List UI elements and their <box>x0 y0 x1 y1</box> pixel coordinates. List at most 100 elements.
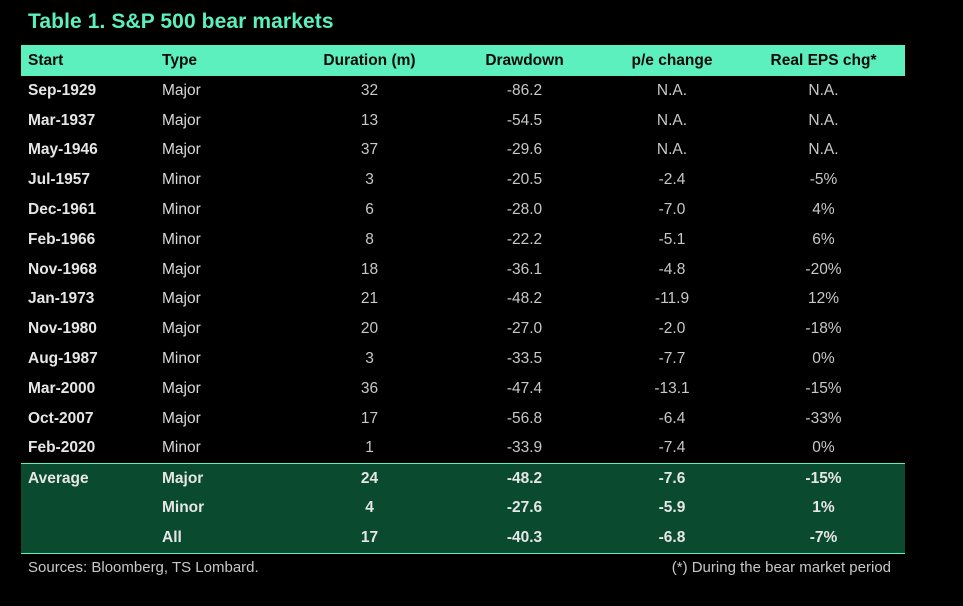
table-cell: 1 <box>365 439 374 457</box>
table-cell: -7.7 <box>658 350 686 368</box>
table-cell: -7.0 <box>658 201 686 219</box>
summary-cell: -7.6 <box>602 462 742 494</box>
summary-cell: Minor <box>162 499 205 517</box>
table-cell: Mar-2000 <box>28 379 96 397</box>
table-cell: -7.4 <box>658 439 686 457</box>
table-cell: -86.2 <box>506 81 543 99</box>
table-cell: 3 <box>365 171 374 189</box>
table-cell: Nov-1980 <box>28 320 97 338</box>
table-cell: Major <box>162 260 201 278</box>
table-cell: 3 <box>365 350 374 368</box>
table-row: Nov-1968 Major 18 -36.1 -4.8 -20% <box>21 255 905 285</box>
table-cell: 0% <box>812 439 835 457</box>
table-row: Oct-2007 Major 17 -56.8 -6.4 -33% <box>21 404 905 434</box>
table-cell: -29.6 <box>506 141 543 159</box>
summary-cell <box>21 493 162 523</box>
summary-cell <box>21 523 162 554</box>
summary-cell: 4 <box>365 499 374 517</box>
table-cell: -33.9 <box>506 439 543 457</box>
table-cell: Feb-1966 <box>28 230 96 248</box>
table-cell: -2.4 <box>658 171 686 189</box>
table-cell: 17 <box>360 409 379 427</box>
table-cell: N.A. <box>808 111 839 129</box>
table-cell: -56.8 <box>506 409 543 427</box>
table-cell: 36 <box>360 379 379 397</box>
table-cell: Feb-2020 <box>28 439 96 457</box>
table-cell: -15% <box>805 379 842 397</box>
table-cell: -18% <box>805 320 842 338</box>
table-cell: 4% <box>812 201 835 219</box>
summary-cell: -27.6 <box>506 499 543 517</box>
table-row: Aug-1987 Minor 3 -33.5 -7.7 0% <box>21 344 905 374</box>
column-header: Duration (m) <box>323 51 416 69</box>
table-cell: Minor <box>162 230 201 248</box>
table-cell: Aug-1987 <box>28 350 98 368</box>
table-cell: Jan-1973 <box>28 290 95 308</box>
table-cell: 13 <box>360 111 379 129</box>
table-cell: Minor <box>162 201 201 219</box>
summary-cell: -48.2 <box>447 462 602 494</box>
column-header: Drawdown <box>485 51 564 69</box>
column-header: Start <box>28 51 64 69</box>
table-cell: Nov-1968 <box>28 260 97 278</box>
table-cell: -20% <box>805 260 842 278</box>
table-cell: -5% <box>809 171 838 189</box>
table-cell: 6 <box>365 201 374 219</box>
table-cell: -28.0 <box>506 201 543 219</box>
column-header: Type <box>162 51 198 69</box>
table-cell: 8 <box>365 230 374 248</box>
table-cell: -11.9 <box>654 290 690 308</box>
summary-cell: -5.9 <box>658 499 686 517</box>
table-header-row: Start Type Duration (m) Drawdown p/e change R… <box>21 45 905 76</box>
table-cell: -54.5 <box>506 111 543 129</box>
column-header: Real EPS chg* <box>770 51 877 69</box>
table-row: Sep-1929 Major 32 -86.2 N.A. N.A. <box>21 76 905 106</box>
table-cell: Major <box>162 379 201 397</box>
table-summary: Average Major 24 -48.2 -7.6 -15% Minor 4 -27.6 -5… <box>21 462 905 554</box>
table-cell: 6% <box>812 230 835 248</box>
table-cell: Jul-1957 <box>28 171 91 189</box>
table-cell: 12% <box>807 290 840 308</box>
table-cell: -13.1 <box>654 379 690 397</box>
table-row: Feb-2020 Minor 1 -33.9 -7.4 0% <box>21 434 905 464</box>
table-cell: -47.4 <box>506 379 543 397</box>
summary-cell: 17 <box>292 523 447 554</box>
table-cell: Minor <box>162 439 201 457</box>
table-cell: Sep-1929 <box>28 81 97 99</box>
table-cell: Mar-1937 <box>28 111 96 129</box>
table-cell: N.A. <box>808 81 839 99</box>
summary-cell: All <box>162 523 292 554</box>
table-cell: -27.0 <box>506 320 543 338</box>
summary-cell: -7% <box>742 523 905 554</box>
table-cell: Dec-1961 <box>28 201 97 219</box>
table-cell: Major <box>162 290 201 308</box>
table-cell: 21 <box>360 290 379 308</box>
summary-cell: 1% <box>812 499 835 517</box>
table-cell: N.A. <box>808 141 839 159</box>
table-cell: -33.5 <box>506 350 543 368</box>
table-row: Jan-1973 Major 21 -48.2 -11.9 12% <box>21 285 905 315</box>
table-cell: 18 <box>360 260 379 278</box>
table-row: Feb-1966 Minor 8 -22.2 -5.1 6% <box>21 225 905 255</box>
table-cell: Oct-2007 <box>28 409 94 427</box>
summary-cell: -15% <box>742 462 905 494</box>
table-cell: Major <box>162 320 201 338</box>
table-cell: -33% <box>805 409 842 427</box>
table-body: Sep-1929 Major 32 -86.2 N.A. N.A. Mar-1937 Majo… <box>21 76 905 463</box>
table-row: Mar-1937 Major 13 -54.5 N.A. N.A. <box>21 106 905 136</box>
summary-cell: Major <box>162 462 292 494</box>
footnote: (*) During the bear market period <box>671 559 891 576</box>
table-cell: -48.2 <box>506 290 543 308</box>
table-cell: Major <box>162 141 201 159</box>
table-cell: -22.2 <box>506 230 543 248</box>
summary-cell: -6.8 <box>602 523 742 554</box>
table-cell: Major <box>162 409 201 427</box>
table-cell: -36.1 <box>506 260 543 278</box>
summary-cell: -40.3 <box>447 523 602 554</box>
table-cell: N.A. <box>656 111 688 129</box>
table-row: May-1946 Major 37 -29.6 N.A. N.A. <box>21 136 905 166</box>
column-header: p/e change <box>631 51 713 69</box>
summary-cell: Average <box>21 462 162 494</box>
table-cell: 20 <box>360 320 379 338</box>
table-cell: May-1946 <box>28 141 98 159</box>
